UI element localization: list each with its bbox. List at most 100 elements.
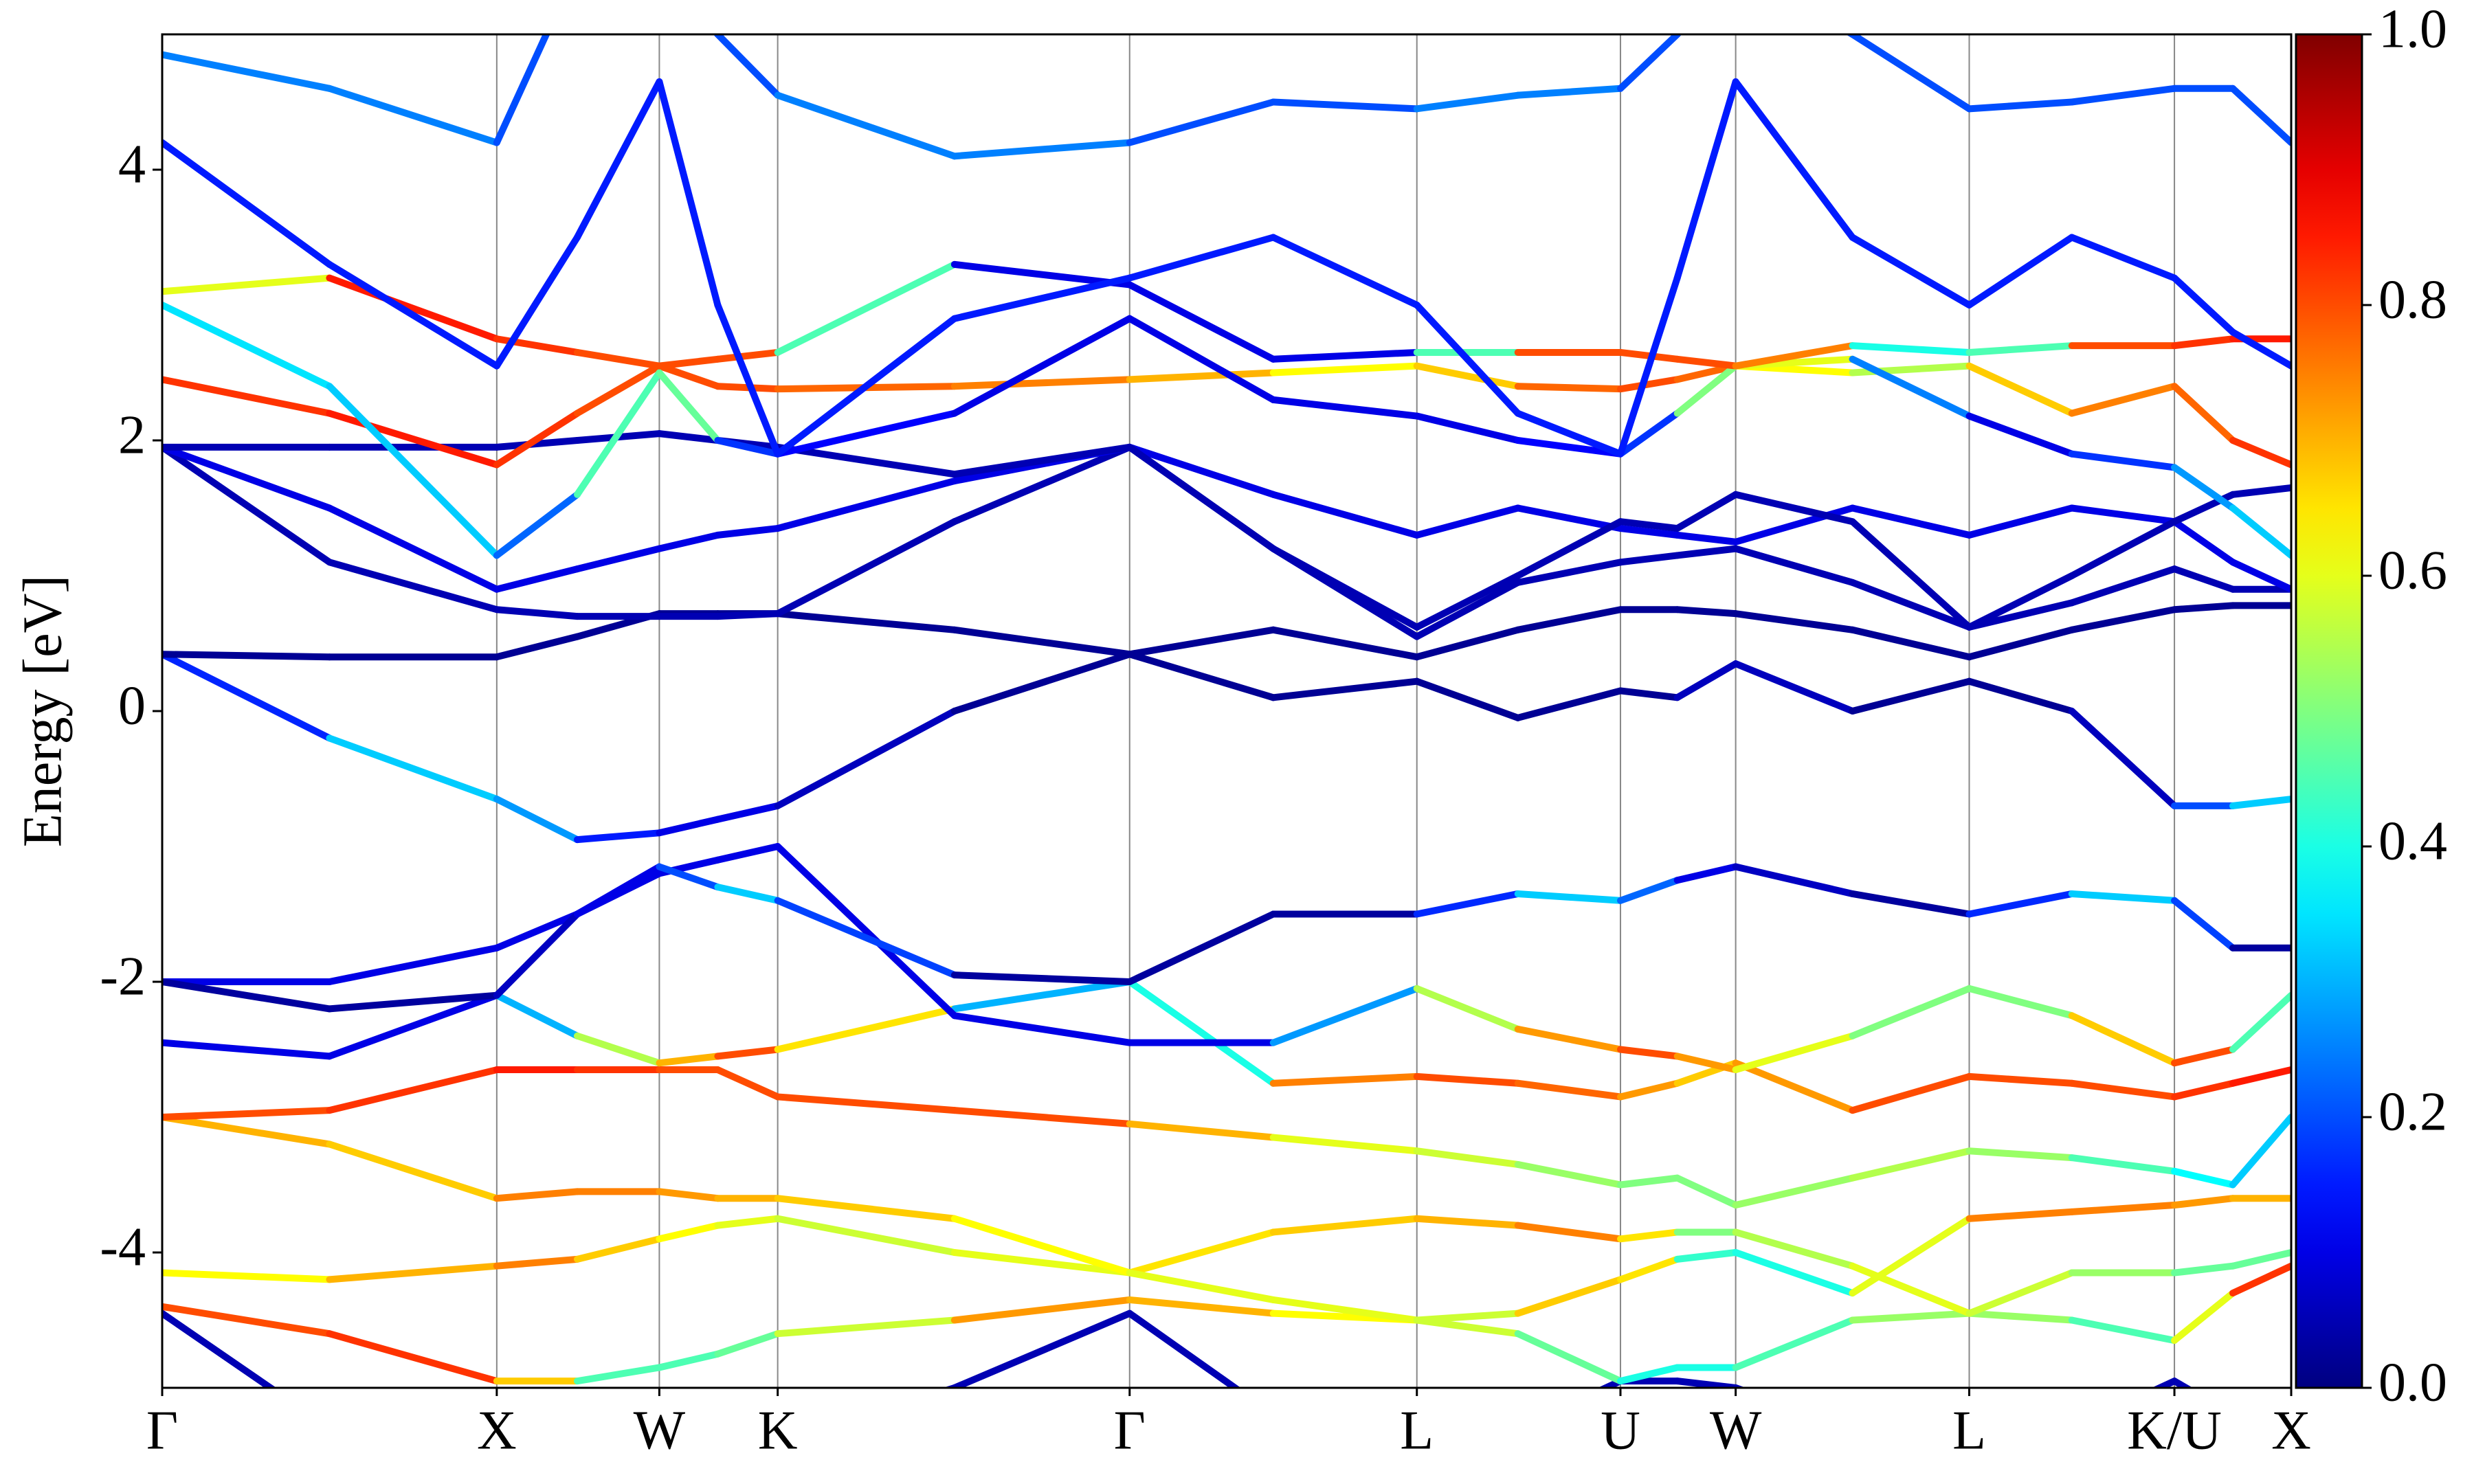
band-segment: [326, 1330, 500, 1385]
band-segment: [1732, 491, 1856, 526]
band-segment: [2171, 464, 2237, 512]
band-segment: [950, 651, 1133, 715]
band-segment: [326, 85, 500, 146]
band-segment: [493, 991, 581, 1039]
x-tick-label: Γ: [1114, 1400, 1146, 1461]
band-segment: [2171, 274, 2237, 336]
band-segment: [656, 430, 722, 444]
band-segment: [714, 610, 781, 620]
band-segment: [1965, 362, 2075, 417]
band-segment: [714, 1066, 781, 1101]
band-segment: [1269, 545, 1420, 631]
band-segment: [1126, 443, 1277, 498]
band-segment: [950, 971, 1133, 985]
band-segment: [1126, 1228, 1277, 1277]
band-segment: [950, 626, 1133, 658]
band-segment: [2229, 484, 2291, 498]
band-segment: [2171, 1378, 2194, 1388]
band-segment: [1269, 1215, 1420, 1236]
band-segment: [493, 1255, 581, 1270]
band-segment: [1126, 98, 1277, 146]
band-segment: [1269, 1296, 1420, 1324]
band-segment: [1849, 985, 1973, 1039]
band-segment: [1413, 1215, 1522, 1229]
band-segment: [1616, 1255, 1681, 1283]
band-segment: [2229, 1249, 2291, 1270]
band-segment: [1616, 552, 1681, 566]
band-segment: [1849, 504, 1973, 539]
band-segment: [573, 369, 663, 498]
band-segment: [774, 708, 958, 809]
band-segment: [714, 884, 781, 904]
band-segment: [1269, 1134, 1420, 1155]
band-segment: [950, 978, 1133, 1013]
band-segment: [493, 437, 581, 451]
band-segment: [1413, 504, 1522, 539]
band-segment: [2229, 991, 2291, 1053]
band-segment: [1673, 545, 1739, 559]
band-segment: [573, 863, 663, 918]
band-segment: [774, 1093, 958, 1114]
band-segment: [1126, 1269, 1277, 1303]
band-segment: [1514, 1330, 1624, 1385]
band-segment: [1269, 98, 1420, 113]
band-segment: [1413, 677, 1522, 721]
band-segment: [1269, 348, 1420, 363]
band-segment: [2171, 1167, 2237, 1189]
band-segment: [950, 1012, 1133, 1046]
x-tick-label: X: [477, 1400, 517, 1461]
band-segment: [2171, 518, 2237, 566]
band-segment: [1269, 1072, 1420, 1087]
band-segment: [2171, 1262, 2237, 1277]
band-segment: [1514, 890, 1624, 904]
x-tick-label: Γ: [146, 1400, 178, 1461]
band-segment: [774, 518, 958, 618]
band-segment: [1732, 660, 1856, 715]
band-segment: [1269, 626, 1420, 661]
band-segment: [493, 409, 581, 469]
band-segment: [493, 910, 581, 952]
band-segment: [950, 274, 1133, 322]
band-segment: [774, 1005, 958, 1053]
band-segment: [714, 843, 781, 864]
colorbar: [2295, 33, 2363, 1389]
band-segment: [1849, 234, 1973, 308]
band-segment: [1514, 518, 1624, 579]
x-tick-label: W: [634, 1400, 686, 1461]
band-segment: [1616, 1174, 1681, 1189]
band-segment: [1849, 626, 1973, 661]
band-segment: [1732, 504, 1856, 546]
band-segment: [1269, 234, 1420, 308]
band-segment: [656, 531, 722, 552]
band-segment: [2068, 565, 2178, 607]
band-segment: [1732, 1174, 1856, 1209]
band-segment: [326, 1262, 500, 1283]
band-segment: [1126, 315, 1277, 403]
band-segment: [326, 274, 500, 343]
colorbar-tick-label: 1.0: [2378, 0, 2447, 59]
band-segment: [1732, 610, 1856, 633]
band-segment: [2068, 450, 2178, 471]
x-tick-label: L: [1400, 1400, 1434, 1461]
band-segment: [2068, 504, 2178, 526]
band-segment: [2229, 1262, 2291, 1297]
band-segment: [1514, 383, 1624, 393]
band-segment: [1269, 985, 1420, 1046]
band-segment: [1849, 1147, 1973, 1182]
band-segment: [2171, 1195, 2237, 1209]
band-segment: [950, 443, 1133, 526]
axes: Γ X W K Γ L U W L K/U X -4 -2 0 2 4 0.0 0.2 0.4 0.6 0.8 1.0: [100, 0, 2447, 1461]
band-segment: [1514, 606, 1624, 633]
band-segment: [1673, 531, 1739, 546]
band-segment: [573, 545, 663, 573]
band-segment: [2068, 85, 2178, 106]
band-segment: [1673, 863, 1739, 884]
band-segment: [1732, 1032, 1856, 1074]
band-segment: [1126, 281, 1277, 363]
band-segment: [1965, 1072, 2075, 1087]
band-segment: [950, 1249, 1133, 1277]
band-segment: [1732, 1249, 1856, 1297]
band-segment: [1849, 677, 1973, 715]
